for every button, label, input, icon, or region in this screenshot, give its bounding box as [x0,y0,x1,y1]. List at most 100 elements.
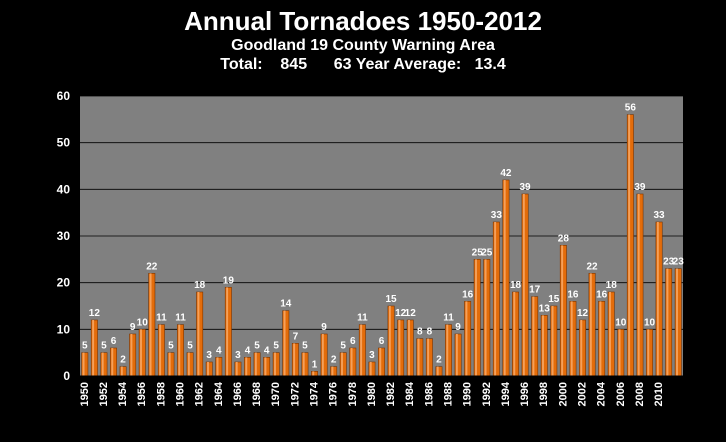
x-tick-label: 1970 [270,382,282,406]
x-tick-label: 1968 [251,382,263,406]
x-tick-label: 1956 [136,382,148,406]
bar-highlight [561,245,564,376]
data-label: 12 [89,308,101,319]
data-label: 11 [443,313,454,324]
bar-highlight [331,366,334,376]
y-tick-label: 0 [63,369,70,383]
x-tick-label: 2008 [634,382,646,406]
bar-1960 [177,324,184,377]
x-axis: 1950 1952 1954 1956 1958 1960 1962 1964 1966 1968… [79,381,665,406]
bar-1995 [512,291,519,377]
bar-highlight [522,194,525,376]
bar-1961 [186,352,194,377]
data-label: 42 [500,168,512,179]
bar-highlight [264,357,267,376]
bar-highlight [130,334,133,376]
bar-1963 [205,361,213,377]
bar-highlight [417,338,420,376]
bar-highlight [637,194,640,376]
bar-highlight [235,362,238,376]
data-label: 39 [520,182,532,193]
bar-1991 [473,259,481,377]
bar-1980 [368,361,376,377]
bar-1953 [110,347,117,377]
data-label: 7 [293,331,299,342]
data-label: 18 [606,280,618,291]
data-label: 5 [101,341,107,352]
y-tick-label: 20 [57,276,71,290]
data-label: 3 [206,350,212,361]
data-label: 39 [634,182,646,193]
data-label: 9 [130,322,136,333]
data-label: 3 [235,350,241,361]
bar-highlight [436,366,439,376]
x-tick-label: 1998 [538,382,550,406]
x-tick-label: 2002 [577,382,589,406]
bar-2010 [655,221,663,377]
bar-1967 [244,357,251,377]
data-label: 5 [273,341,279,352]
x-tick-label: 1984 [404,381,416,406]
data-label: 10 [615,317,627,328]
bar-highlight [398,320,401,376]
bar-1957 [148,273,156,377]
bar-2000 [559,245,567,377]
bar-highlight [666,268,669,376]
bar-1988 [445,324,452,377]
bar-1969 [263,357,271,377]
bar-highlight [197,292,200,376]
bar-highlight [274,352,276,376]
bar-2002 [579,319,586,377]
gridlines [80,95,683,330]
chart-subtitle: Goodland 19 County Warning Area [231,37,495,54]
data-label: 16 [462,289,474,300]
bar-highlight [628,114,631,377]
bar-1952 [100,352,108,377]
bar-2012 [674,268,682,377]
bar-1996 [521,193,529,377]
data-label: 10 [644,317,656,328]
data-label: 14 [280,299,292,310]
data-label: 15 [548,294,560,305]
bar-highlight [408,320,410,376]
bar-highlight [159,324,162,376]
bar-1999 [550,305,558,377]
bar-1958 [157,324,165,377]
data-label: 2 [331,355,337,366]
x-tick-label: 1980 [366,382,378,406]
data-label: 25 [481,247,493,258]
data-label: 19 [223,275,235,286]
bar-highlight [609,292,611,376]
data-label: 6 [350,336,356,347]
x-tick-label: 2006 [615,382,627,406]
data-label: 23 [663,257,675,268]
x-tick-label: 1988 [443,382,455,406]
bar-1966 [234,361,242,377]
bar-1987 [435,366,443,377]
data-label: 5 [82,341,88,352]
bar-1975 [320,333,328,377]
bar-highlight [321,334,324,376]
data-label: 6 [379,336,385,347]
x-tick-label: 1990 [462,382,474,406]
y-tick-label: 10 [57,322,71,336]
bar-highlight [168,352,171,376]
chart-summary: Total: 845 63 Year Average: 13.4 [220,56,506,73]
bar-highlight [254,352,257,376]
bar-1998 [540,315,548,377]
y-tick-label: 40 [57,182,71,196]
data-label: 15 [386,294,398,305]
data-label: 5 [168,341,174,352]
x-tick-label: 1952 [98,382,110,406]
bar-1989 [454,333,462,377]
x-tick-label: 1962 [194,382,206,406]
bar-highlight [570,301,573,376]
data-label: 8 [427,327,433,338]
data-label: 8 [417,327,423,338]
data-label: 11 [156,313,167,324]
data-label: 4 [264,345,270,356]
chart-titles: Annual Tornadoes 1950-2012 Goodland 19 C… [0,6,726,74]
bar-1973 [301,352,309,377]
data-label: 13 [539,303,551,314]
